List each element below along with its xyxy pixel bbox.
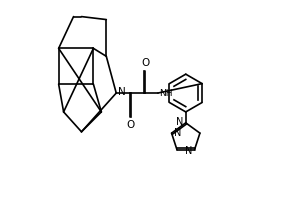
Text: O: O <box>126 120 134 130</box>
Text: NH: NH <box>159 89 172 98</box>
Text: N: N <box>185 146 193 156</box>
Text: N: N <box>176 117 183 127</box>
Text: O: O <box>141 58 149 68</box>
Text: N: N <box>174 128 181 138</box>
Text: N: N <box>118 87 126 97</box>
